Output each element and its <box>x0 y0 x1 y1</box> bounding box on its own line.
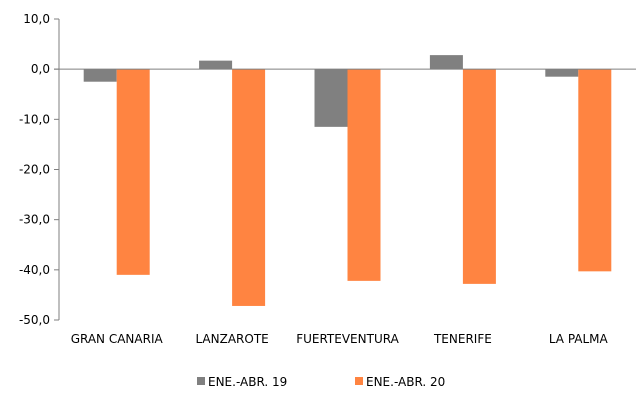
bar-series-2-1 <box>232 69 266 306</box>
bar-series-1-0 <box>83 69 117 82</box>
bar-series-1-4 <box>545 69 579 77</box>
bar-series-2-3 <box>462 69 496 284</box>
y-tick-label: 10,0 <box>23 12 50 26</box>
y-tick-label: 0,0 <box>31 62 50 76</box>
y-tick-label: -20,0 <box>19 163 50 177</box>
bar-series-2-4 <box>578 69 612 272</box>
bar-series-1-2 <box>314 69 348 127</box>
legend: ENE.-ABR. 19 ENE.-ABR. 20 <box>197 375 445 389</box>
bar-series-2-2 <box>347 69 381 281</box>
legend-swatch <box>355 377 363 385</box>
legend-label: ENE.-ABR. 20 <box>366 375 445 389</box>
bar-series-1-1 <box>199 60 233 70</box>
x-category-label: FUERTEVENTURA <box>296 332 399 346</box>
x-category-label: GRAN CANARIA <box>71 332 164 346</box>
y-tick-label: -10,0 <box>19 112 50 126</box>
bar-series-1-3 <box>429 55 463 70</box>
bar-series-2-0 <box>116 69 150 275</box>
y-tick-label: -30,0 <box>19 213 50 227</box>
legend-label: ENE.-ABR. 19 <box>208 375 287 389</box>
legend-swatch <box>197 377 205 385</box>
y-axis-ticks: 10,0 0,0 -10,0 -20,0 -30,0 -40,0 -50,0 <box>19 12 59 327</box>
x-category-label: LANZAROTE <box>195 332 268 346</box>
x-category-label: LA PALMA <box>549 332 609 346</box>
y-tick-label: -50,0 <box>19 313 50 327</box>
y-tick-label: -40,0 <box>19 263 50 277</box>
x-axis-labels: GRAN CANARIA LANZAROTE FUERTEVENTURA TENERI… <box>71 332 609 346</box>
x-category-label: TENERIFE <box>433 332 492 346</box>
bars-layer <box>83 55 612 306</box>
